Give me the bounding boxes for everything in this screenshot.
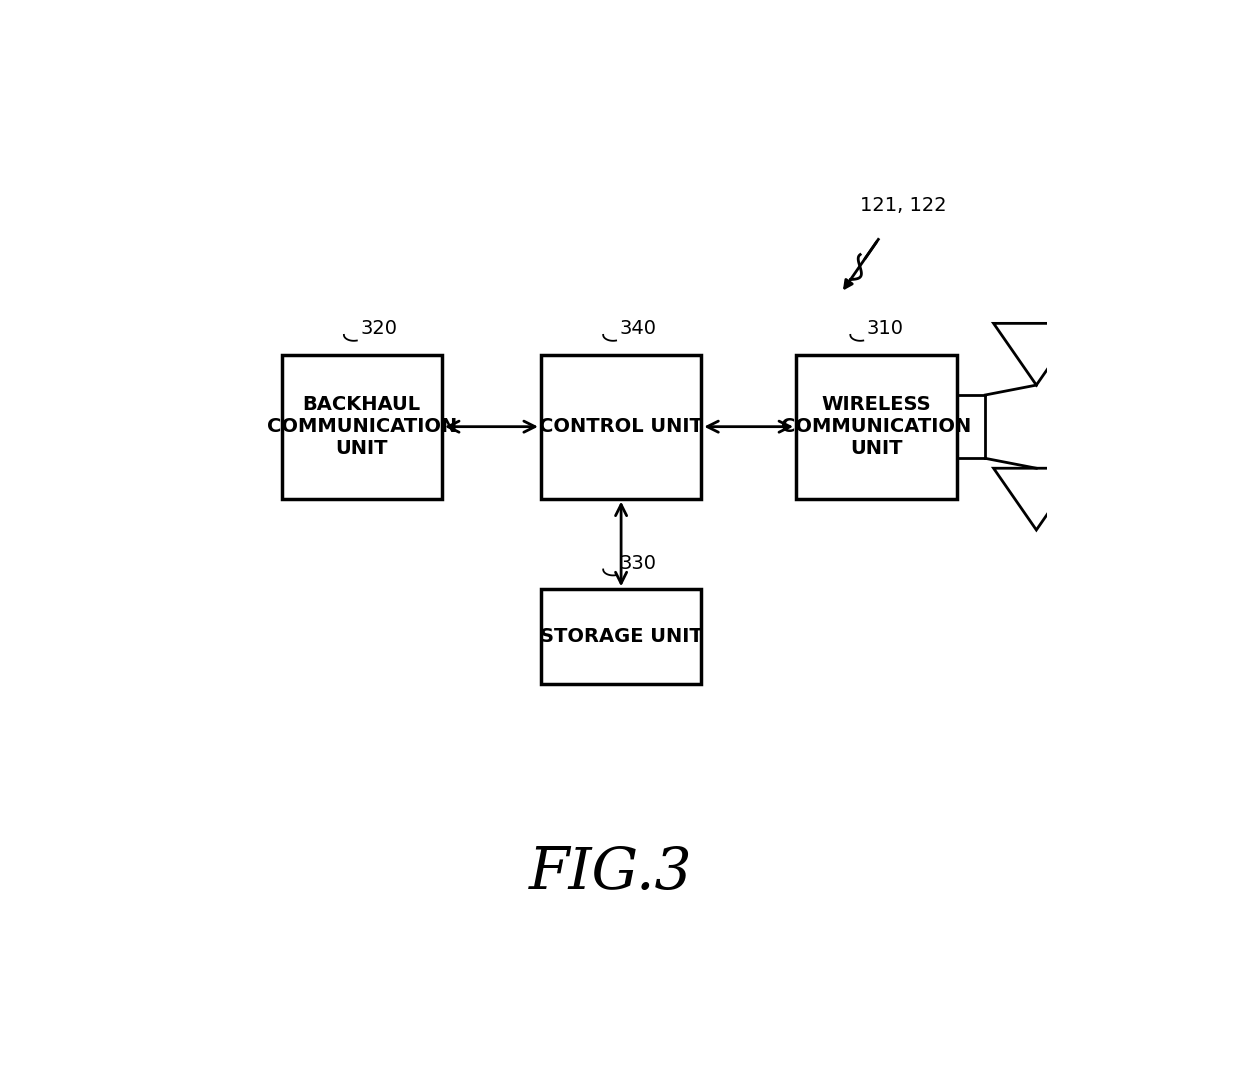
Text: 310: 310 (867, 320, 904, 338)
Text: FIG.3: FIG.3 (529, 845, 693, 901)
Bar (796, 355, 956, 498)
Text: 320: 320 (361, 320, 397, 338)
Bar (541, 589, 702, 684)
Text: WIRELESS
COMMUNICATION
UNIT: WIRELESS COMMUNICATION UNIT (781, 396, 971, 459)
Bar (541, 355, 702, 498)
Text: 330: 330 (620, 554, 657, 573)
Text: CONTROL UNIT: CONTROL UNIT (539, 417, 703, 436)
Text: 121, 122: 121, 122 (859, 196, 946, 215)
Bar (281, 355, 443, 498)
Text: 340: 340 (620, 320, 657, 338)
Text: BACKHAUL
COMMUNICATION
UNIT: BACKHAUL COMMUNICATION UNIT (267, 396, 456, 459)
Text: STORAGE UNIT: STORAGE UNIT (539, 628, 703, 646)
